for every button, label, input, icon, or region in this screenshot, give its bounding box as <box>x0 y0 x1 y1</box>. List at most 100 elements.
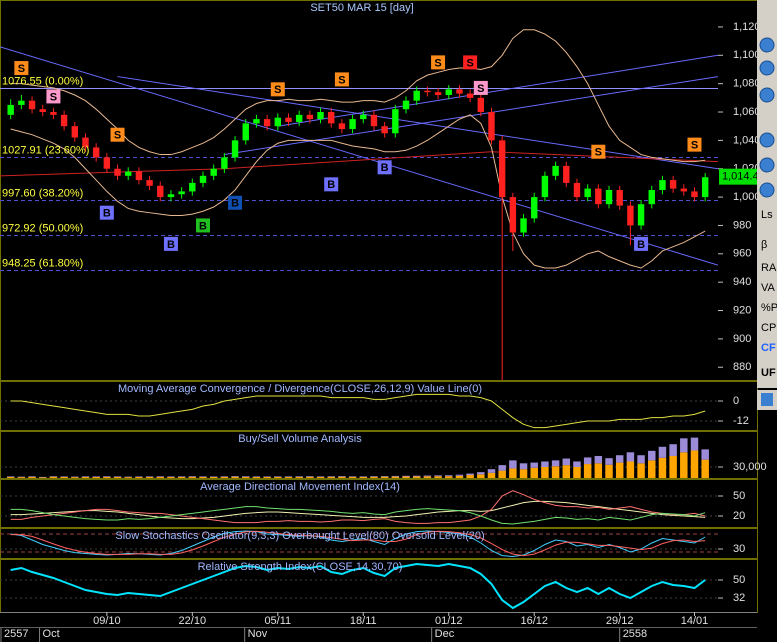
volume-bar <box>680 452 688 478</box>
volume-bar <box>28 476 36 478</box>
toolbar-icon[interactable] <box>759 87 775 103</box>
volume-bar <box>145 476 154 478</box>
panel-plot <box>0 393 718 429</box>
volume-bar <box>680 438 688 453</box>
candle-body <box>39 109 46 113</box>
candle-body <box>669 180 677 189</box>
toolbar-icon[interactable] <box>761 393 773 406</box>
y-tick-label: 30 <box>733 543 745 555</box>
signal-box <box>687 137 702 152</box>
candle-body <box>92 147 100 158</box>
signal-box <box>270 82 285 97</box>
x-tick-label: 09/10 <box>93 615 121 627</box>
candle-body <box>125 171 132 176</box>
panel-title: Relative Strength Index(CLOSE,14,30,70) <box>198 561 403 573</box>
candle-body <box>317 112 324 120</box>
x-tick-label: 16/12 <box>520 615 548 627</box>
signal-label: B <box>103 208 111 220</box>
candle-body <box>648 190 655 205</box>
volume-bar <box>648 450 656 461</box>
volume-bar <box>423 476 432 478</box>
toolbar-button[interactable]: CF <box>761 342 776 354</box>
toolbar-button[interactable]: UF <box>761 367 776 379</box>
toolbar-icon[interactable] <box>759 37 775 53</box>
candle-body <box>605 190 613 205</box>
band-line <box>10 114 706 269</box>
volume-bar <box>242 476 250 477</box>
volume-bar <box>295 476 303 478</box>
volume-bar <box>145 476 154 477</box>
signal-label: S <box>274 84 281 96</box>
indicator-line <box>10 393 706 429</box>
candle-body <box>434 92 442 95</box>
volume-bar <box>380 476 389 478</box>
volume-bar <box>519 463 528 470</box>
candle-body <box>103 157 111 169</box>
toolbar-icon[interactable] <box>759 157 775 173</box>
y-tick-label: 920 <box>733 304 751 316</box>
volume-bar <box>519 469 528 478</box>
toolbar-button[interactable]: VA <box>761 282 776 294</box>
volume-bar <box>551 460 560 467</box>
signal-box <box>463 55 478 70</box>
candle-body <box>370 114 378 127</box>
candle-body <box>167 194 175 198</box>
toolbar-icon[interactable] <box>759 60 775 76</box>
fib-label: 1076.55 (0.00%) <box>2 75 83 87</box>
volume-bar <box>434 475 442 477</box>
candle-body <box>274 117 282 127</box>
candle-body <box>531 197 538 219</box>
volume-bar <box>242 476 250 478</box>
volume-bar <box>38 476 47 478</box>
trend-line <box>0 46 718 266</box>
volume-bar <box>391 476 400 478</box>
toolbar-button[interactable]: CP <box>761 322 776 334</box>
volume-bar <box>498 465 506 471</box>
toolbar-button[interactable]: %P <box>761 302 777 314</box>
candle-body <box>210 168 217 176</box>
volume-bar <box>701 449 709 460</box>
volume-bar <box>551 466 560 478</box>
volume-bar <box>690 437 699 451</box>
toolbar-button[interactable]: RA <box>761 262 777 274</box>
signal-label: S <box>18 63 25 75</box>
panel-title: Moving Average Convergence / Divergence(… <box>118 383 482 395</box>
toolbar-button[interactable]: β <box>761 239 767 251</box>
candle-body <box>552 165 559 176</box>
volume-bar <box>626 452 635 462</box>
toolbar-icon[interactable] <box>759 182 775 198</box>
y-tick-label: 0 <box>733 395 739 407</box>
volume-bar <box>338 476 346 478</box>
volume-bar <box>412 475 421 477</box>
period-label: Oct <box>43 628 60 640</box>
volume-bar <box>605 458 613 465</box>
panel-plot <box>0 490 718 525</box>
volume-bar <box>231 476 239 477</box>
period-label: 2557 <box>4 628 28 640</box>
volume-bar <box>658 457 667 478</box>
volume-bar <box>231 476 239 478</box>
volume-bar <box>573 461 581 467</box>
candle-body <box>413 90 420 101</box>
volume-bar <box>637 463 645 478</box>
volume-bar <box>135 476 143 478</box>
toolbar-button[interactable]: Ls <box>761 209 773 221</box>
volume-bar <box>348 476 357 477</box>
signal-label: S <box>338 74 345 86</box>
volume-bar <box>359 476 368 477</box>
toolbar-icon[interactable] <box>759 132 775 148</box>
volume-bar <box>573 466 581 478</box>
volume-bar <box>284 476 293 477</box>
y-tick-label: 940 <box>733 276 751 288</box>
y-tick-label: 1,040 <box>733 134 761 146</box>
volume-bar <box>60 476 68 477</box>
volume-bar <box>252 476 261 477</box>
volume-bar <box>49 476 58 477</box>
panel-title: SET50 MAR 15 [day] <box>310 2 413 14</box>
candle-body <box>477 97 485 113</box>
candle-body <box>199 175 207 183</box>
x-tick-label: 29/12 <box>606 615 634 627</box>
x-tick-label: 14/01 <box>681 615 709 627</box>
